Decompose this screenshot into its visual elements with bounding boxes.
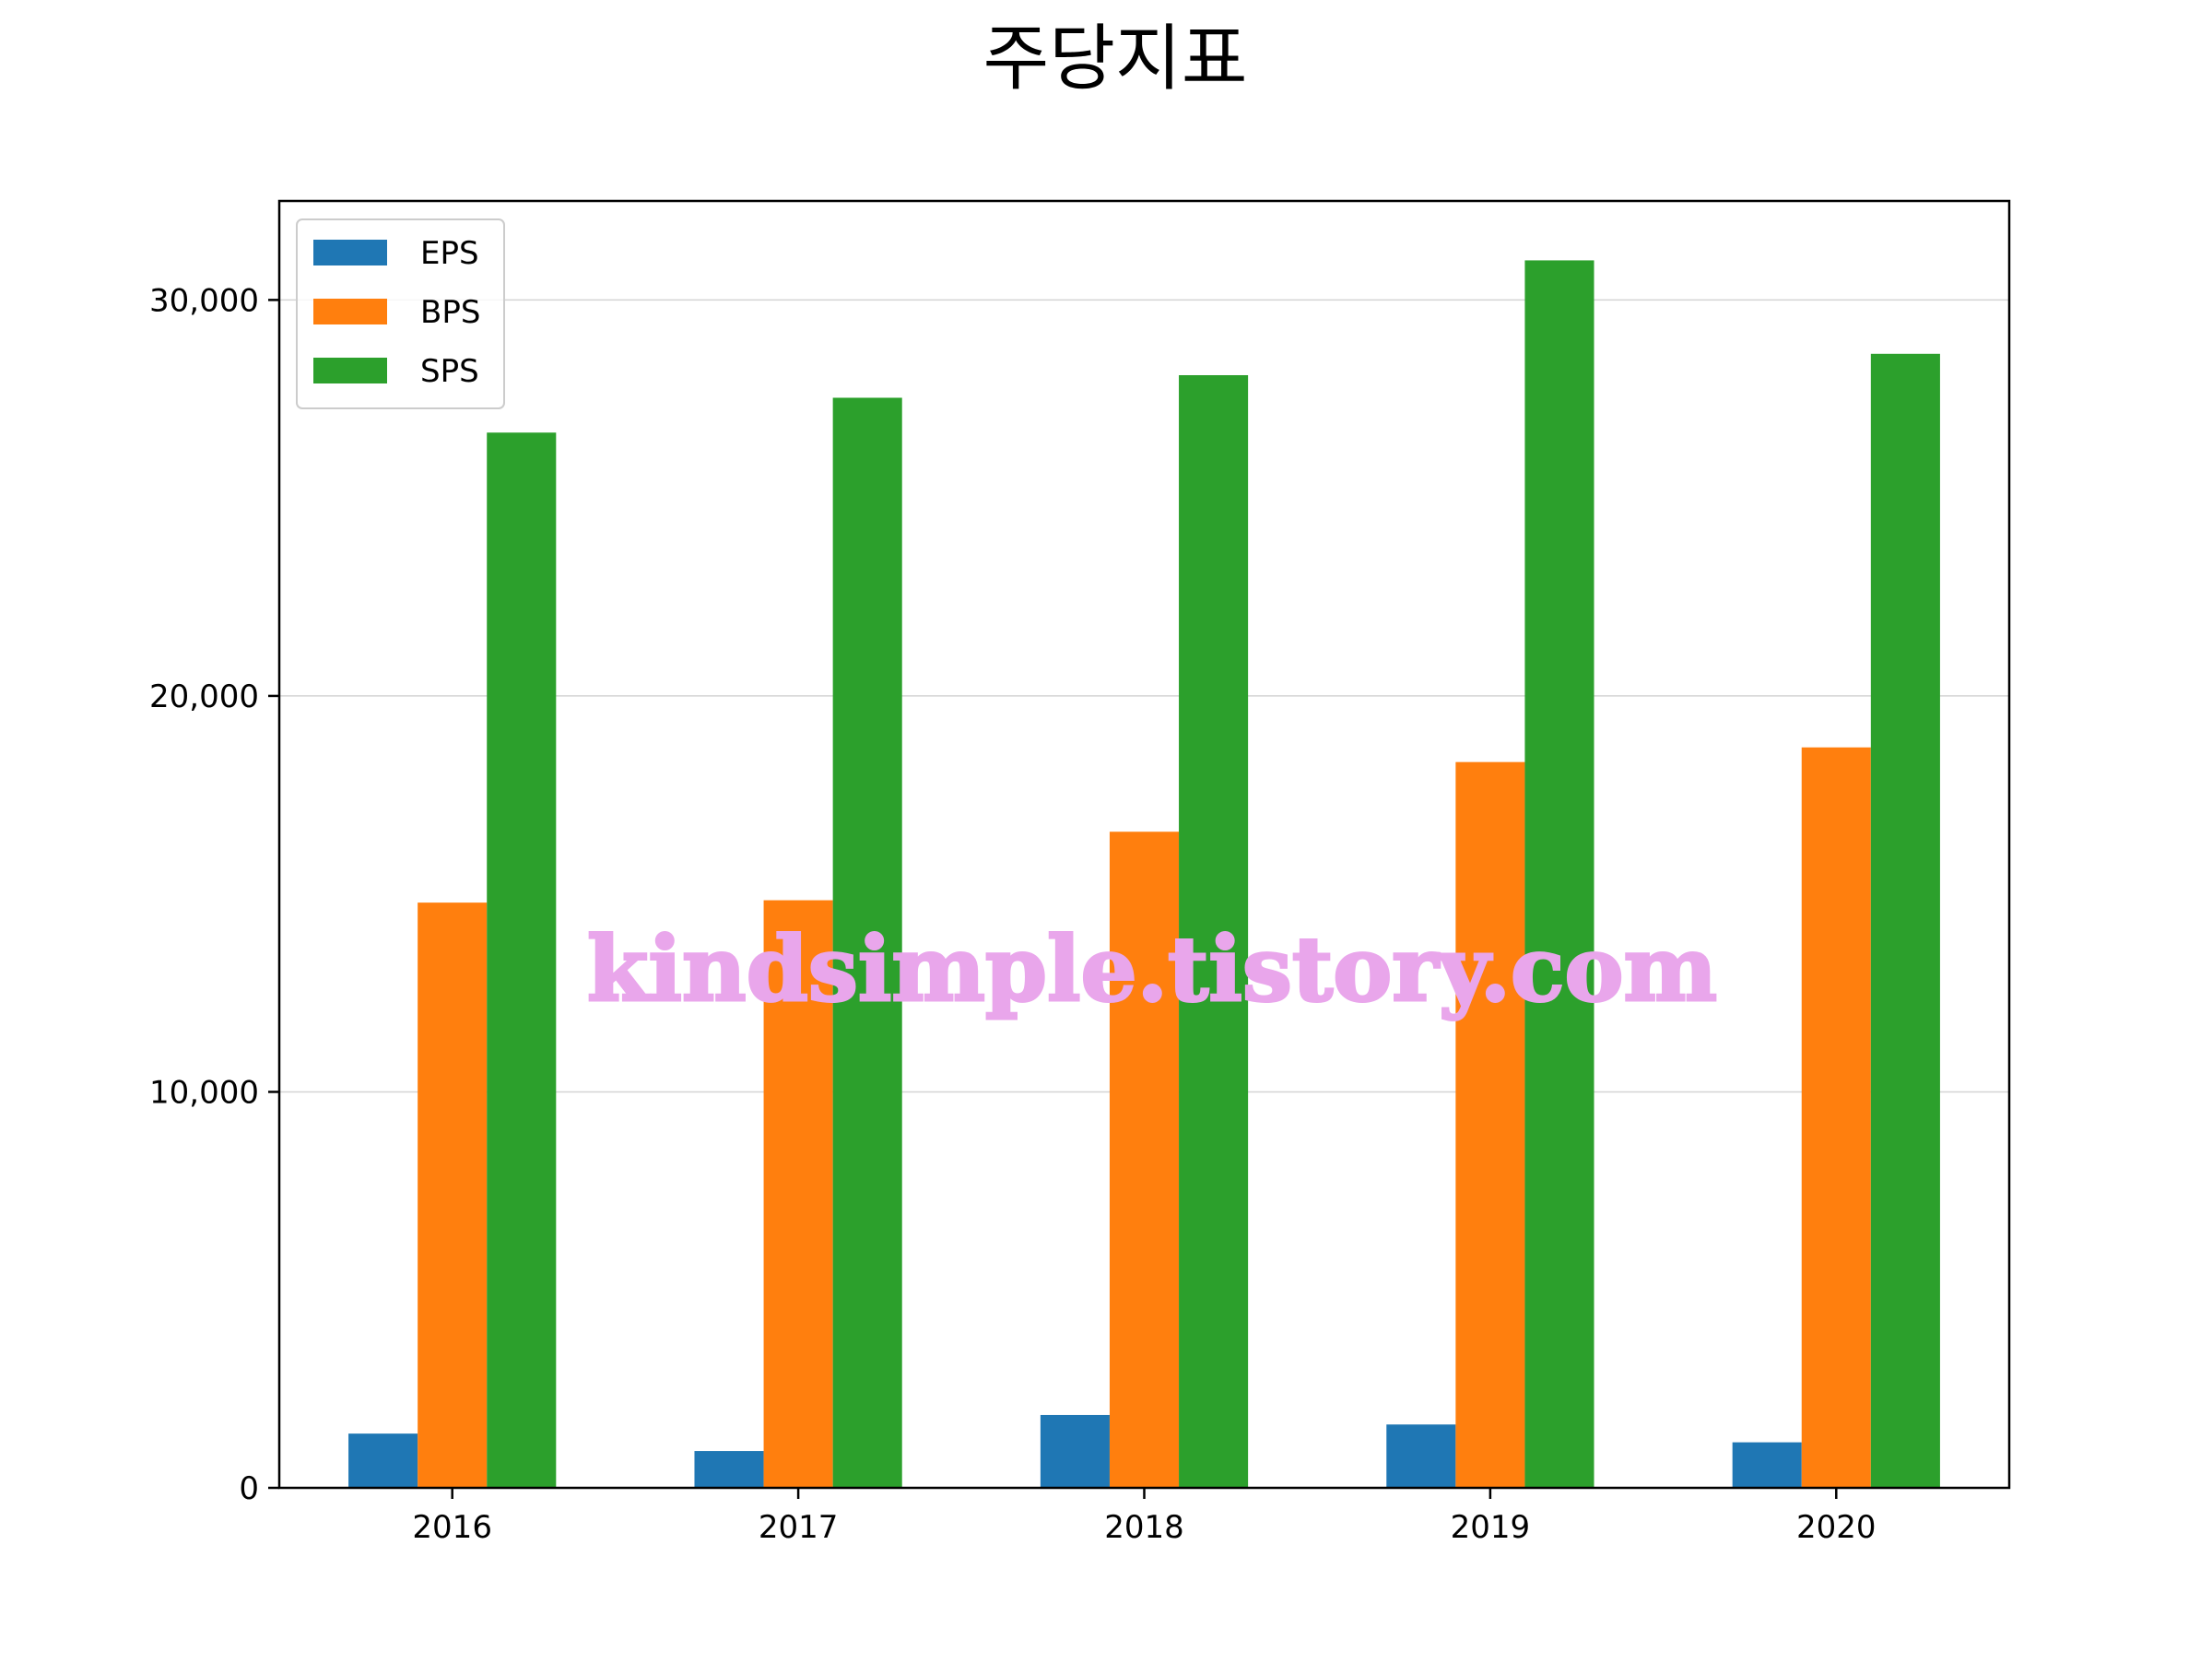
bars [348, 260, 1940, 1489]
legend-swatch-sps [313, 358, 387, 383]
legend: EPS BPS SPS [296, 218, 505, 409]
y-tick-label: 0 [239, 1470, 259, 1507]
chart-title: 주당지표 [982, 18, 1247, 100]
legend-label-eps: EPS [420, 235, 479, 272]
watermark-text: kindsimple.tistory.com [587, 917, 1717, 1021]
bar-bps-2020 [1801, 747, 1871, 1488]
bar-bps-2019 [1455, 761, 1525, 1488]
x-tick-label: 2020 [1796, 1509, 1877, 1546]
y-tick-label: 10,000 [149, 1074, 259, 1111]
y-tick-label: 20,000 [149, 678, 259, 715]
x-tick-label: 2016 [412, 1509, 492, 1546]
bar-sps-2016 [487, 432, 557, 1488]
bar-bps-2016 [418, 902, 488, 1488]
legend-label-sps: SPS [420, 353, 479, 390]
bar-sps-2017 [832, 397, 902, 1489]
legend-swatch-eps [313, 240, 387, 265]
bar-sps-2019 [1524, 260, 1594, 1488]
y-tick-label: 30,000 [149, 282, 259, 319]
bar-bps-2017 [763, 900, 833, 1488]
bar-eps-2018 [1040, 1414, 1110, 1488]
x-tick-label: 2017 [759, 1509, 839, 1546]
bar-eps-2020 [1732, 1442, 1802, 1488]
x-tick-label: 2019 [1451, 1509, 1531, 1546]
x-tick-label: 2018 [1104, 1509, 1184, 1546]
bar-sps-2018 [1179, 374, 1249, 1488]
legend-label-bps: BPS [420, 294, 480, 331]
legend-swatch-bps [313, 299, 387, 324]
bar-sps-2020 [1870, 353, 1940, 1488]
bar-eps-2016 [348, 1433, 418, 1488]
ticks: 0 10,000 20,000 30,000 2016 2017 2018 2019 2020 [149, 282, 1877, 1546]
bar-bps-2018 [1109, 832, 1180, 1488]
bar-eps-2019 [1386, 1424, 1456, 1488]
bar-eps-2017 [694, 1451, 764, 1488]
